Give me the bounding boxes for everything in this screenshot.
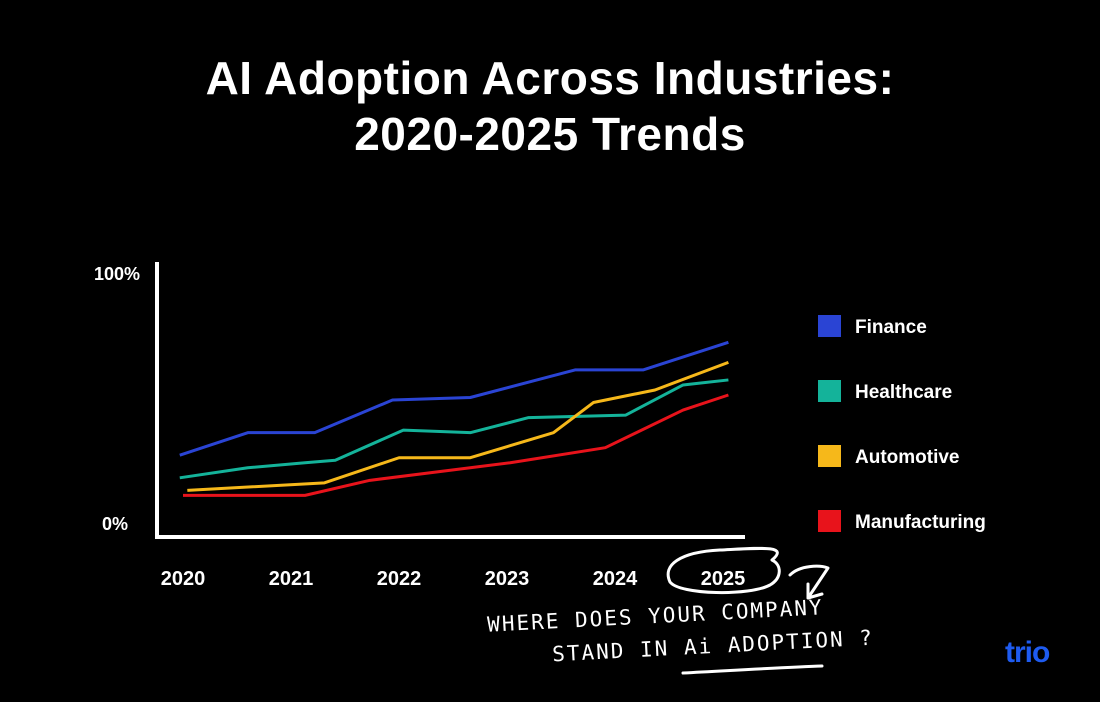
x-tick-label-2020: 2020 xyxy=(161,568,206,590)
legend-label-automotive: Automotive xyxy=(855,447,960,468)
legend-swatch-automotive xyxy=(818,445,841,467)
x-tick-label-2021: 2021 xyxy=(269,568,314,590)
title-line-1: AI Adoption Across Industries: xyxy=(205,52,895,104)
x-tick-label-2025: 2025 xyxy=(701,568,746,590)
arrow-icon xyxy=(788,564,830,600)
legend-swatch-manufacturing xyxy=(818,510,841,532)
trio-logo: trio xyxy=(1005,636,1050,669)
legend-label-healthcare: Healthcare xyxy=(855,382,952,403)
y-tick-label-100: 100% xyxy=(94,264,140,284)
title-line-2: 2020-2025 Trends xyxy=(354,108,746,160)
legend-label-finance: Finance xyxy=(855,317,927,338)
circle-2025-annotation xyxy=(666,546,781,595)
series-line-automotive xyxy=(187,360,729,492)
series-line-manufacturing xyxy=(183,393,729,497)
x-tick-label-2024: 2024 xyxy=(593,568,638,590)
underline-annotation xyxy=(681,664,824,675)
legend-swatch-healthcare xyxy=(818,380,841,402)
x-tick-label-2022: 2022 xyxy=(377,568,422,590)
y-tick-label-0: 0% xyxy=(102,514,128,534)
chart-title: AI Adoption Across Industries: 2020-2025… xyxy=(0,50,1100,162)
series-line-healthcare xyxy=(179,378,729,480)
series-line-finance xyxy=(179,340,729,457)
x-tick-label-2023: 2023 xyxy=(485,568,530,590)
legend-swatch-finance xyxy=(818,315,841,337)
legend-label-manufacturing: Manufacturing xyxy=(855,512,986,533)
